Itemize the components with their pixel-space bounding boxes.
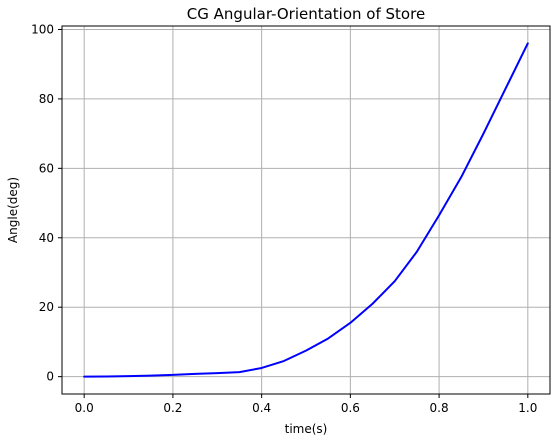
y-tick-label: 40 <box>39 231 54 245</box>
x-tick-label: 0.6 <box>341 401 360 415</box>
x-axis-label: time(s) <box>285 422 328 436</box>
series-line <box>83 42 529 378</box>
x-tick-label: 0.4 <box>252 401 271 415</box>
y-tick-label: 60 <box>39 161 54 175</box>
y-tick-label: 100 <box>31 22 54 36</box>
plot-frame <box>61 25 551 395</box>
y-tick-label: 20 <box>39 300 54 314</box>
x-tick-label: 0.0 <box>75 401 94 415</box>
ticks: 0.0 0.2 0.4 0.6 0.8 1.0 0 20 40 60 80 100 <box>31 22 537 415</box>
x-tick-label: 1.0 <box>518 401 537 415</box>
x-tick-label: 0.2 <box>163 401 182 415</box>
series-layer <box>83 42 529 378</box>
x-tick-label: 0.8 <box>430 401 449 415</box>
y-tick-label: 0 <box>46 370 54 384</box>
y-tick-label: 80 <box>39 92 54 106</box>
y-axis-label: Angle(deg) <box>6 177 20 243</box>
chart-title: CG Angular-Orientation of Store <box>187 5 425 23</box>
